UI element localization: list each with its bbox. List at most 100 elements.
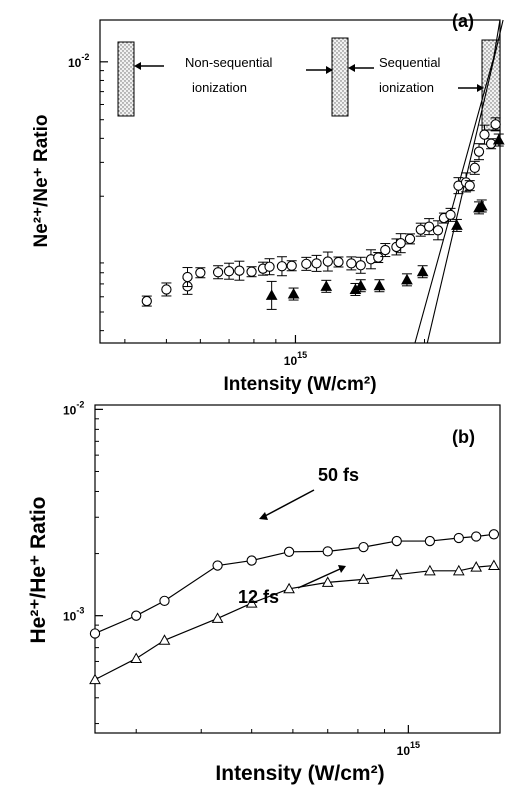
pulse-box-right bbox=[481, 39, 501, 131]
ne-circle-point bbox=[346, 258, 357, 269]
he-12fs-point bbox=[283, 582, 295, 594]
ne-circle-point bbox=[246, 266, 257, 277]
panel-b-frame bbox=[94, 404, 501, 734]
he-series-line-1 bbox=[94, 564, 494, 681]
he-12fs-point bbox=[321, 576, 334, 587]
he-50fs-point bbox=[283, 546, 295, 557]
ne-circle-point bbox=[479, 129, 490, 140]
he-50fs-point bbox=[131, 610, 142, 621]
pulse-box-middle bbox=[331, 37, 349, 117]
annotation-sequential-line2: ionization bbox=[379, 80, 434, 95]
ne-triangle-point bbox=[401, 273, 413, 285]
panel-a: Non-sequential ionization Sequential ion… bbox=[31, 11, 505, 395]
arrow-to-sequential-left bbox=[348, 64, 374, 72]
he-12fs-point bbox=[424, 564, 436, 576]
ne-triangle-point bbox=[451, 219, 463, 230]
panel-a-ytick-label-0: 10-2 bbox=[68, 52, 89, 70]
ne-triangle-point bbox=[373, 279, 386, 291]
arrow-to-middle-box bbox=[306, 66, 333, 74]
ne-circle-point bbox=[469, 162, 480, 173]
he-50fs-point bbox=[159, 595, 170, 607]
ne-circle-point bbox=[311, 258, 322, 269]
label-50fs: 50 fs bbox=[318, 465, 359, 485]
ne-circle-point bbox=[212, 267, 224, 278]
annotation-nonsequential-line2: ionization bbox=[192, 80, 247, 95]
he-50fs-point bbox=[212, 560, 223, 571]
ne-triangle-point bbox=[492, 134, 505, 145]
annotation-sequential-line1: Sequential bbox=[379, 55, 441, 70]
panel-a-frame bbox=[99, 19, 501, 344]
ne-circle-point bbox=[223, 266, 235, 277]
ne-circle-point bbox=[333, 256, 344, 268]
ne-circle-point bbox=[264, 261, 275, 272]
ne-circle-point bbox=[195, 267, 206, 278]
he-50fs-point bbox=[453, 532, 464, 544]
panel-a-data-marks bbox=[141, 117, 505, 310]
ne-circle-point bbox=[473, 146, 485, 157]
he-50fs-point bbox=[424, 535, 436, 547]
ne-circle-point bbox=[355, 260, 366, 271]
pulse-box-left bbox=[117, 41, 135, 117]
he-12fs-point bbox=[470, 561, 483, 572]
ne-circle-point bbox=[404, 233, 416, 245]
ne-circle-point bbox=[182, 271, 193, 283]
ne-circle-point bbox=[373, 252, 384, 263]
panel-b-ylabel: He²⁺/He⁺ Ratio bbox=[27, 496, 50, 643]
panel-b-ytick-label-0: 10-2 bbox=[63, 399, 84, 417]
he-12fs-point bbox=[211, 612, 224, 623]
arrow-to-left-box bbox=[134, 62, 164, 70]
ne-triangle-point bbox=[265, 289, 278, 300]
he-50fs-point bbox=[322, 546, 333, 557]
ne-circle-point bbox=[490, 119, 501, 130]
ne-circle-point bbox=[301, 258, 312, 270]
he-12fs-point bbox=[130, 652, 143, 664]
ne-circle-point bbox=[445, 209, 456, 221]
ne-circle-point bbox=[395, 238, 406, 249]
panel-b-xlabel: Intensity (W/cm²) bbox=[215, 762, 384, 785]
ne-circle-point bbox=[464, 180, 475, 191]
panel-b-data-marks bbox=[89, 529, 500, 685]
ne-circle-point bbox=[141, 295, 152, 307]
he-12fs-point bbox=[245, 597, 258, 608]
arrow-12fs bbox=[297, 565, 346, 589]
arrow-to-right-box bbox=[458, 84, 484, 92]
panel-a-xlabel: Intensity (W/cm²) bbox=[223, 374, 376, 395]
ne-circle-point bbox=[432, 225, 444, 236]
he-50fs-point bbox=[488, 529, 500, 540]
ne-circle-point bbox=[380, 244, 391, 256]
he-12fs-point bbox=[89, 673, 101, 685]
ne-triangle-point bbox=[287, 288, 300, 299]
panel-b-label: (b) bbox=[452, 427, 475, 447]
ne-triangle-point bbox=[416, 265, 429, 277]
he-50fs-point bbox=[89, 628, 101, 639]
he-50fs-point bbox=[391, 535, 402, 547]
arrow-50fs bbox=[259, 489, 315, 520]
annotation-nonsequential-line1: Non-sequential bbox=[185, 55, 273, 70]
ne-circle-point bbox=[286, 260, 297, 271]
he-12fs-point bbox=[390, 568, 403, 580]
he-12fs-point bbox=[357, 573, 370, 584]
he-series-line-0 bbox=[94, 533, 494, 635]
he-50fs-point bbox=[471, 531, 482, 542]
ne-circle-point bbox=[322, 256, 333, 267]
ne-circle-point bbox=[234, 265, 245, 276]
panel-a-xtick-label-0: 1015 bbox=[284, 350, 307, 368]
panel-b-ticks: 1015 10-2 10-3 bbox=[63, 399, 420, 758]
ne-triangle-point bbox=[475, 199, 488, 211]
panel-a-ylabel: Ne²⁺/Ne⁺ Ratio bbox=[31, 114, 52, 247]
he-12fs-point bbox=[488, 559, 500, 571]
ne-triangle-point bbox=[354, 279, 367, 291]
ne-circle-point bbox=[423, 221, 435, 232]
he-12fs-point bbox=[158, 634, 171, 645]
panel-a-label: (a) bbox=[452, 11, 474, 31]
panel-b-ytick-label-1: 10-3 bbox=[63, 606, 84, 624]
sequential-theory-line-2 bbox=[414, 19, 501, 344]
ne-circle-point bbox=[161, 284, 172, 295]
he-50fs-point bbox=[358, 541, 369, 553]
label-12fs: 12 fs bbox=[238, 587, 279, 607]
he-50fs-point bbox=[246, 555, 257, 566]
panel-b: (b) 1015 10-2 10-3 50 fs 12 fs Intensity (… bbox=[27, 399, 501, 785]
ne-circle-point bbox=[276, 261, 288, 272]
ne-triangle-point bbox=[320, 280, 333, 291]
